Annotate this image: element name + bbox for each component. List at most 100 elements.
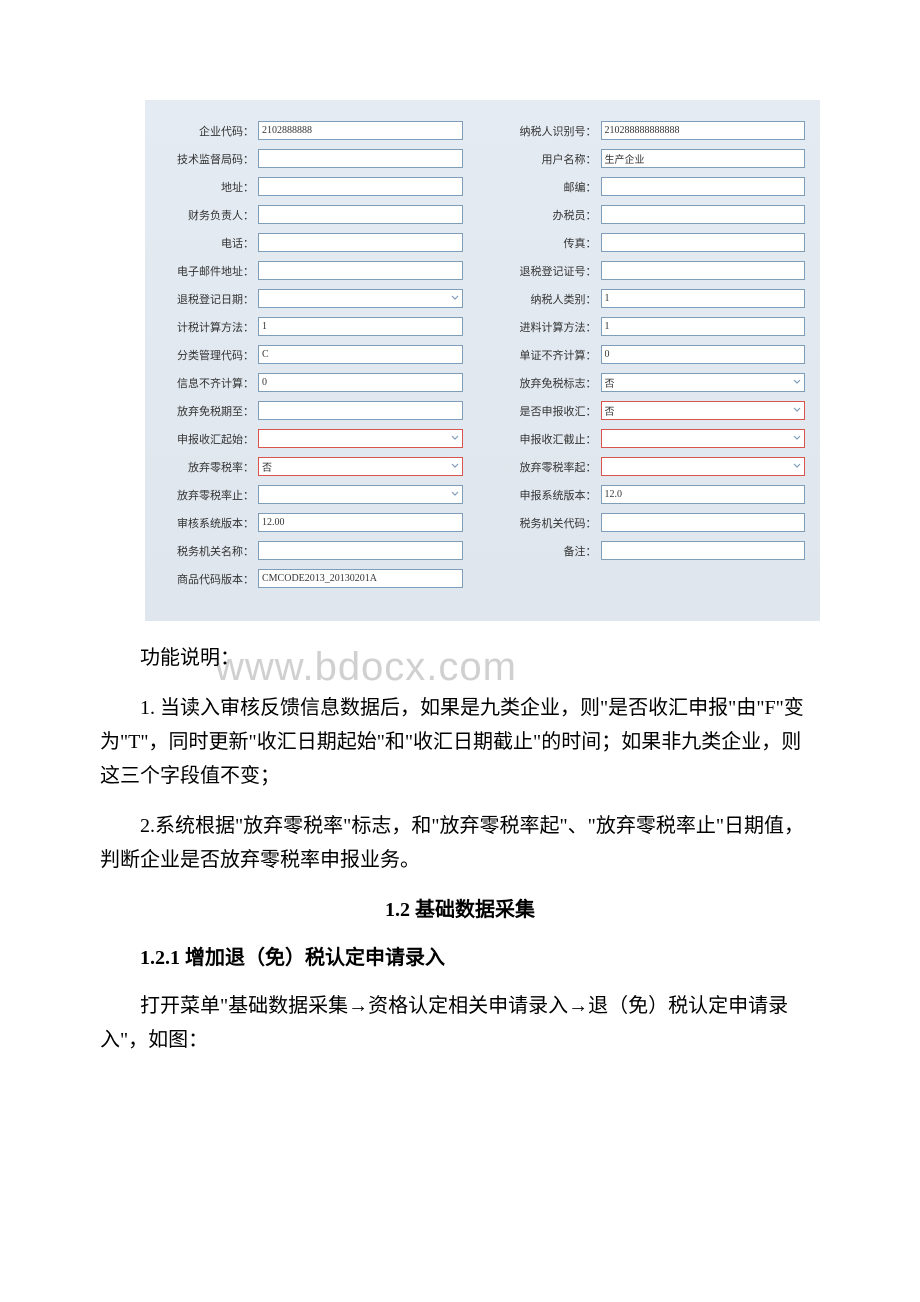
field-input[interactable] bbox=[258, 429, 463, 448]
field-input[interactable] bbox=[601, 541, 806, 560]
form-row: 办税员： bbox=[503, 204, 806, 225]
field-input[interactable] bbox=[258, 177, 463, 196]
field-input[interactable] bbox=[258, 317, 463, 336]
field-input[interactable] bbox=[258, 485, 463, 504]
field-label: 邮编： bbox=[503, 179, 601, 195]
field-label: 申报收汇起始： bbox=[160, 431, 258, 447]
input-wrapper bbox=[601, 345, 806, 364]
field-label: 税务机关代码： bbox=[503, 515, 601, 531]
field-input[interactable] bbox=[258, 205, 463, 224]
input-wrapper bbox=[601, 541, 806, 560]
form-row: 申报收汇截止： bbox=[503, 428, 806, 449]
input-wrapper bbox=[258, 485, 463, 504]
field-input[interactable] bbox=[258, 513, 463, 532]
form-row: 邮编： bbox=[503, 176, 806, 197]
field-input[interactable] bbox=[258, 345, 463, 364]
subsection-title: 1.2.1 增加退（免）税认定申请录入 bbox=[100, 941, 820, 975]
field-input[interactable] bbox=[258, 457, 463, 476]
field-label: 纳税人识别号： bbox=[503, 123, 601, 139]
input-wrapper bbox=[258, 205, 463, 224]
field-label: 放弃零税率： bbox=[160, 459, 258, 475]
field-input[interactable] bbox=[601, 289, 806, 308]
field-input[interactable] bbox=[601, 121, 806, 140]
field-input[interactable] bbox=[258, 373, 463, 392]
input-wrapper bbox=[601, 317, 806, 336]
field-input[interactable] bbox=[601, 149, 806, 168]
input-wrapper bbox=[258, 233, 463, 252]
form-row: 申报收汇起始： bbox=[160, 428, 463, 449]
form-grid: 企业代码：技术监督局码：地址：财务负责人：电话：电子邮件地址：退税登记日期：计税… bbox=[160, 120, 805, 596]
field-input[interactable] bbox=[258, 121, 463, 140]
field-label: 进料计算方法： bbox=[503, 319, 601, 335]
form-row: 审核系统版本： bbox=[160, 512, 463, 533]
field-label: 单证不齐计算： bbox=[503, 347, 601, 363]
form-row: 放弃免税标志： bbox=[503, 372, 806, 393]
field-label: 放弃免税标志： bbox=[503, 375, 601, 391]
text-block: 功能说明： 1. 当读入审核反馈信息数据后，如果是九类企业，则"是否收汇申报"由… bbox=[100, 641, 820, 1057]
field-input[interactable] bbox=[601, 261, 806, 280]
form-row: 放弃零税率起： bbox=[503, 456, 806, 477]
field-input[interactable] bbox=[601, 429, 806, 448]
field-input[interactable] bbox=[258, 289, 463, 308]
field-input[interactable] bbox=[601, 233, 806, 252]
field-input[interactable] bbox=[258, 541, 463, 560]
field-input[interactable] bbox=[601, 177, 806, 196]
input-wrapper bbox=[601, 485, 806, 504]
field-label: 电子邮件地址： bbox=[160, 263, 258, 279]
field-label: 税务机关名称： bbox=[160, 543, 258, 559]
form-row: 是否申报收汇： bbox=[503, 400, 806, 421]
form-row: 申报系统版本： bbox=[503, 484, 806, 505]
form-row: 计税计算方法： bbox=[160, 316, 463, 337]
form-row: 纳税人类别： bbox=[503, 288, 806, 309]
form-row: 地址： bbox=[160, 176, 463, 197]
field-input[interactable] bbox=[601, 485, 806, 504]
field-input[interactable] bbox=[258, 149, 463, 168]
form-row: 放弃免税期至： bbox=[160, 400, 463, 421]
form-row: 分类管理代码： bbox=[160, 344, 463, 365]
form-column-right: 纳税人识别号：用户名称：邮编：办税员：传真：退税登记证号：纳税人类别：进料计算方… bbox=[503, 120, 806, 596]
input-wrapper bbox=[601, 205, 806, 224]
form-row: 纳税人识别号： bbox=[503, 120, 806, 141]
form-row: 退税登记证号： bbox=[503, 260, 806, 281]
form-row: 单证不齐计算： bbox=[503, 344, 806, 365]
input-wrapper bbox=[601, 121, 806, 140]
form-row: 电子邮件地址： bbox=[160, 260, 463, 281]
field-input[interactable] bbox=[601, 401, 806, 420]
field-input[interactable] bbox=[601, 345, 806, 364]
field-input[interactable] bbox=[258, 401, 463, 420]
field-input[interactable] bbox=[601, 373, 806, 392]
form-row: 备注： bbox=[503, 540, 806, 561]
input-wrapper bbox=[258, 401, 463, 420]
field-label: 放弃免税期至： bbox=[160, 403, 258, 419]
field-input[interactable] bbox=[258, 261, 463, 280]
field-input[interactable] bbox=[601, 205, 806, 224]
field-input[interactable] bbox=[601, 317, 806, 336]
field-label: 传真： bbox=[503, 235, 601, 251]
form-row: 财务负责人： bbox=[160, 204, 463, 225]
input-wrapper bbox=[601, 149, 806, 168]
input-wrapper bbox=[258, 149, 463, 168]
field-label: 放弃零税率起： bbox=[503, 459, 601, 475]
input-wrapper bbox=[601, 513, 806, 532]
field-input[interactable] bbox=[601, 457, 806, 476]
field-label: 放弃零税率止： bbox=[160, 487, 258, 503]
field-label: 申报系统版本： bbox=[503, 487, 601, 503]
field-input[interactable] bbox=[258, 233, 463, 252]
field-label: 电话： bbox=[160, 235, 258, 251]
field-label: 纳税人类别： bbox=[503, 291, 601, 307]
form-row: 进料计算方法： bbox=[503, 316, 806, 337]
field-input[interactable] bbox=[601, 513, 806, 532]
input-wrapper bbox=[258, 317, 463, 336]
paragraph-2: 2.系统根据"放弃零税率"标志，和"放弃零税率起"、"放弃零税率止"日期值，判断… bbox=[100, 809, 820, 877]
field-label: 计税计算方法： bbox=[160, 319, 258, 335]
input-wrapper bbox=[601, 289, 806, 308]
field-label: 企业代码： bbox=[160, 123, 258, 139]
field-label: 技术监督局码： bbox=[160, 151, 258, 167]
form-row: 电话： bbox=[160, 232, 463, 253]
paragraph-3: 打开菜单"基础数据采集→资格认定相关申请录入→退（免）税认定申请录入"，如图： bbox=[100, 989, 820, 1057]
field-input[interactable] bbox=[258, 569, 463, 588]
input-wrapper bbox=[601, 373, 806, 392]
field-label: 退税登记证号： bbox=[503, 263, 601, 279]
function-description-label: 功能说明： bbox=[100, 641, 820, 675]
input-wrapper bbox=[601, 177, 806, 196]
